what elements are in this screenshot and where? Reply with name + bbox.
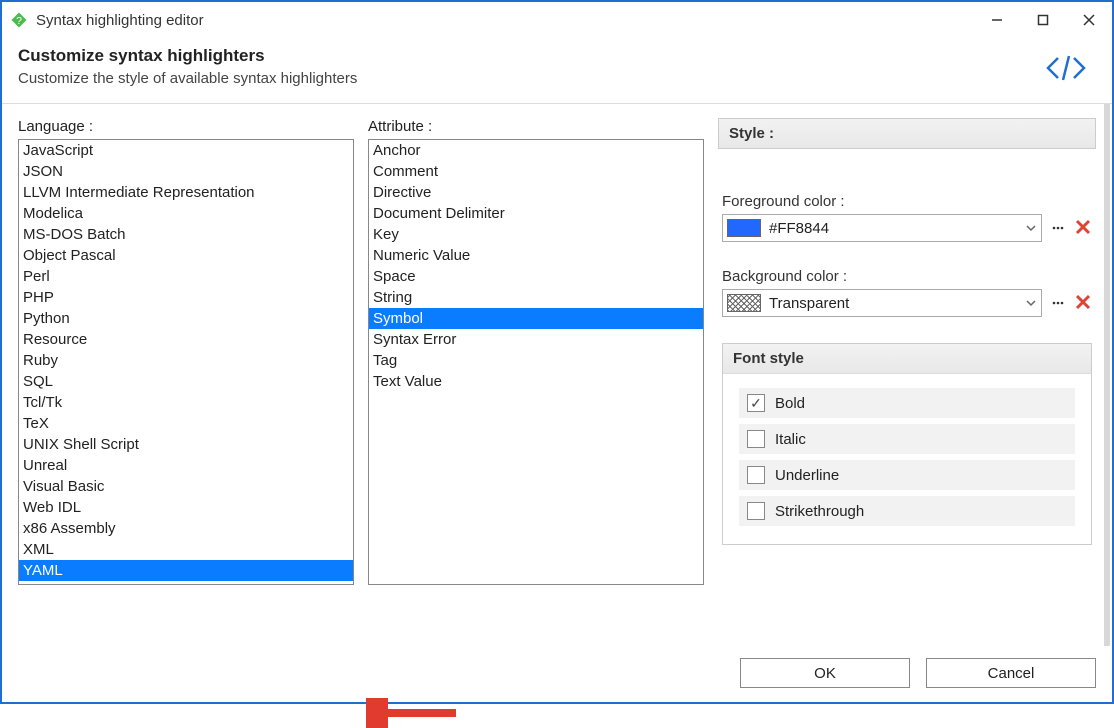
- background-more-button[interactable]: [1048, 293, 1068, 313]
- ok-button[interactable]: OK: [740, 658, 910, 688]
- list-item[interactable]: MS-DOS Batch: [19, 224, 353, 245]
- list-item[interactable]: Resource: [19, 329, 353, 350]
- list-item[interactable]: Ruby: [19, 350, 353, 371]
- bold-label: Bold: [775, 395, 805, 412]
- strikethrough-checkbox[interactable]: [747, 502, 765, 520]
- underline-label: Underline: [775, 467, 839, 484]
- font-style-group: Font style Bold Italic Underline: [722, 343, 1092, 545]
- list-item[interactable]: Document Delimiter: [369, 203, 703, 224]
- foreground-color-select[interactable]: #FF8844: [722, 214, 1042, 242]
- font-style-label: Font style: [723, 344, 1091, 374]
- foreground-label: Foreground color :: [722, 193, 1092, 210]
- list-item[interactable]: Anchor: [369, 140, 703, 161]
- list-item[interactable]: Python: [19, 308, 353, 329]
- list-item[interactable]: PHP: [19, 287, 353, 308]
- dialog-body: Language : JavaScriptJSONLLVM Intermedia…: [2, 104, 1112, 646]
- list-item[interactable]: Text Value: [369, 371, 703, 392]
- list-item[interactable]: JSON: [19, 161, 353, 182]
- list-item[interactable]: Tag: [369, 350, 703, 371]
- list-item[interactable]: Tcl/Tk: [19, 392, 353, 413]
- style-section-label: Style :: [718, 118, 1096, 149]
- list-item[interactable]: Modelica: [19, 203, 353, 224]
- list-item[interactable]: Perl: [19, 266, 353, 287]
- list-item[interactable]: YAML: [19, 560, 353, 581]
- list-item[interactable]: Key: [369, 224, 703, 245]
- cancel-button[interactable]: Cancel: [926, 658, 1096, 688]
- background-value: Transparent: [769, 295, 1017, 312]
- list-item[interactable]: Syntax Error: [369, 329, 703, 350]
- list-item[interactable]: Unreal: [19, 455, 353, 476]
- maximize-button[interactable]: [1020, 2, 1066, 38]
- list-item[interactable]: XML: [19, 539, 353, 560]
- strikethrough-checkbox-row[interactable]: Strikethrough: [739, 496, 1075, 526]
- window-title: Syntax highlighting editor: [36, 12, 974, 29]
- foreground-more-button[interactable]: [1048, 218, 1068, 238]
- language-label: Language :: [18, 118, 354, 135]
- list-item[interactable]: Numeric Value: [369, 245, 703, 266]
- list-item[interactable]: String: [369, 287, 703, 308]
- list-item[interactable]: UNIX Shell Script: [19, 434, 353, 455]
- scrollbar[interactable]: [1104, 104, 1110, 646]
- background-color-select[interactable]: Transparent: [722, 289, 1042, 317]
- bold-checkbox[interactable]: [747, 394, 765, 412]
- background-clear-button[interactable]: [1074, 293, 1092, 314]
- dialog-header: Customize syntax highlighters Customize …: [2, 38, 1112, 104]
- header-title: Customize syntax highlighters: [18, 46, 357, 66]
- underline-checkbox[interactable]: [747, 466, 765, 484]
- app-icon: ?: [10, 11, 28, 29]
- list-item[interactable]: SQL: [19, 371, 353, 392]
- background-label: Background color :: [722, 268, 1092, 285]
- list-item[interactable]: Object Pascal: [19, 245, 353, 266]
- strikethrough-label: Strikethrough: [775, 503, 864, 520]
- list-item[interactable]: x86 Assembly: [19, 518, 353, 539]
- background-swatch: [727, 294, 761, 312]
- italic-checkbox-row[interactable]: Italic: [739, 424, 1075, 454]
- list-item[interactable]: JavaScript: [19, 140, 353, 161]
- foreground-swatch: [727, 219, 761, 237]
- foreground-clear-button[interactable]: [1074, 218, 1092, 239]
- chevron-down-icon: [1025, 297, 1037, 309]
- svg-text:?: ?: [16, 15, 22, 27]
- close-button[interactable]: [1066, 2, 1112, 38]
- code-icon: [1044, 52, 1088, 87]
- dialog-footer: OK Cancel: [2, 646, 1112, 702]
- list-item[interactable]: Visual Basic: [19, 476, 353, 497]
- italic-label: Italic: [775, 431, 806, 448]
- list-item[interactable]: Space: [369, 266, 703, 287]
- header-subtitle: Customize the style of available syntax …: [18, 70, 357, 87]
- list-item[interactable]: Comment: [369, 161, 703, 182]
- chevron-down-icon: [1025, 222, 1037, 234]
- attribute-label: Attribute :: [368, 118, 704, 135]
- annotation-arrow: [366, 698, 466, 728]
- bold-checkbox-row[interactable]: Bold: [739, 388, 1075, 418]
- list-item[interactable]: TeX: [19, 413, 353, 434]
- titlebar: ? Syntax highlighting editor: [2, 2, 1112, 38]
- underline-checkbox-row[interactable]: Underline: [739, 460, 1075, 490]
- list-item[interactable]: Directive: [369, 182, 703, 203]
- attribute-listbox[interactable]: AnchorCommentDirectiveDocument Delimiter…: [368, 139, 704, 585]
- language-listbox[interactable]: JavaScriptJSONLLVM Intermediate Represen…: [18, 139, 354, 585]
- list-item[interactable]: Web IDL: [19, 497, 353, 518]
- italic-checkbox[interactable]: [747, 430, 765, 448]
- minimize-button[interactable]: [974, 2, 1020, 38]
- list-item[interactable]: Symbol: [369, 308, 703, 329]
- list-item[interactable]: LLVM Intermediate Representation: [19, 182, 353, 203]
- foreground-value: #FF8844: [769, 220, 1017, 237]
